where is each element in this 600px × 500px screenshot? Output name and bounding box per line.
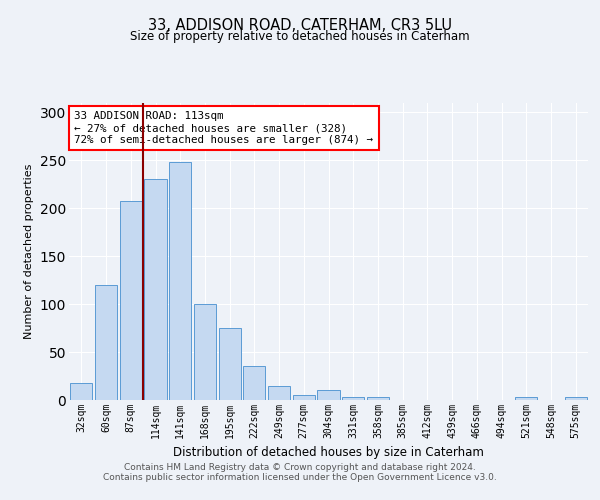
Bar xyxy=(95,285,117,400)
Text: Contains HM Land Registry data © Crown copyright and database right 2024.: Contains HM Land Registry data © Crown c… xyxy=(124,462,476,471)
Text: Size of property relative to detached houses in Caterham: Size of property relative to detached ho… xyxy=(130,30,470,43)
Bar xyxy=(145,180,167,400)
Text: 33 ADDISON ROAD: 113sqm
← 27% of detached houses are smaller (328)
72% of semi-d: 33 ADDISON ROAD: 113sqm ← 27% of detache… xyxy=(74,112,373,144)
Y-axis label: Number of detached properties: Number of detached properties xyxy=(24,164,34,339)
Bar xyxy=(194,304,216,400)
Text: Contains public sector information licensed under the Open Government Licence v3: Contains public sector information licen… xyxy=(103,472,497,482)
Bar xyxy=(317,390,340,400)
Bar xyxy=(119,202,142,400)
Bar xyxy=(515,397,538,400)
Bar xyxy=(342,397,364,400)
Bar xyxy=(169,162,191,400)
Bar xyxy=(293,395,315,400)
Bar xyxy=(70,382,92,400)
X-axis label: Distribution of detached houses by size in Caterham: Distribution of detached houses by size … xyxy=(173,446,484,460)
Bar xyxy=(243,366,265,400)
Bar xyxy=(218,328,241,400)
Bar xyxy=(268,386,290,400)
Bar xyxy=(367,397,389,400)
Text: 33, ADDISON ROAD, CATERHAM, CR3 5LU: 33, ADDISON ROAD, CATERHAM, CR3 5LU xyxy=(148,18,452,32)
Bar xyxy=(565,397,587,400)
